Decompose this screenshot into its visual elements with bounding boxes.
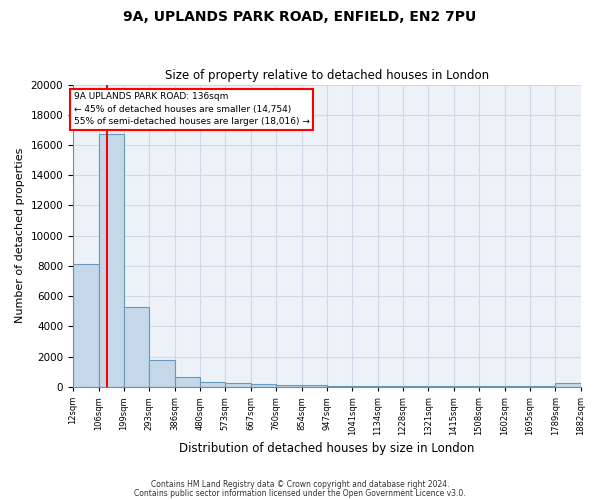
Bar [403, 386, 428, 387]
Y-axis label: Number of detached properties: Number of detached properties [15, 148, 25, 324]
Text: 9A UPLANDS PARK ROAD: 136sqm
← 45% of detached houses are smaller (14,754)
55% o: 9A UPLANDS PARK ROAD: 136sqm ← 45% of de… [74, 92, 310, 126]
Bar [251, 384, 276, 387]
Bar [479, 386, 505, 387]
Bar [555, 384, 581, 387]
Bar [352, 386, 377, 387]
Text: Contains HM Land Registry data © Crown copyright and database right 2024.: Contains HM Land Registry data © Crown c… [151, 480, 449, 489]
Bar [73, 264, 98, 387]
Bar [98, 134, 124, 387]
Bar [454, 386, 479, 387]
Bar [377, 386, 403, 387]
Text: 9A, UPLANDS PARK ROAD, ENFIELD, EN2 7PU: 9A, UPLANDS PARK ROAD, ENFIELD, EN2 7PU [124, 10, 476, 24]
Text: Contains public sector information licensed under the Open Government Licence v3: Contains public sector information licen… [134, 490, 466, 498]
X-axis label: Distribution of detached houses by size in London: Distribution of detached houses by size … [179, 442, 475, 455]
Bar [428, 386, 454, 387]
Bar [276, 385, 302, 387]
Bar [302, 386, 327, 387]
Bar [175, 376, 200, 387]
Title: Size of property relative to detached houses in London: Size of property relative to detached ho… [165, 69, 489, 82]
Bar [200, 382, 225, 387]
Bar [225, 383, 251, 387]
Bar [149, 360, 175, 387]
Bar [327, 386, 352, 387]
Bar [124, 307, 149, 387]
